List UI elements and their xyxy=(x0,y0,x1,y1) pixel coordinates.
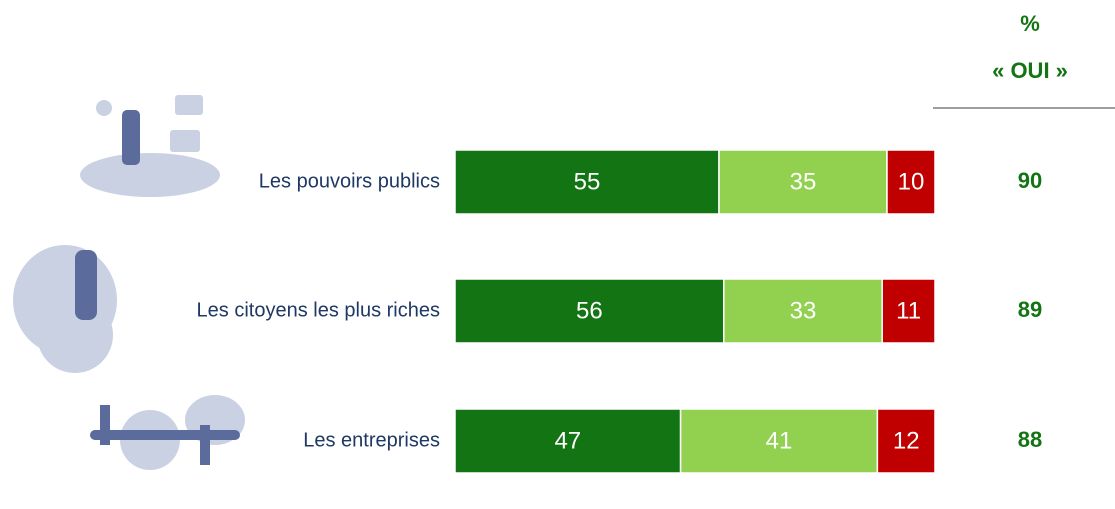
illustration xyxy=(122,110,140,165)
illustration xyxy=(90,430,240,440)
bar-segment xyxy=(718,149,888,215)
category-label: Les pouvoirs publics xyxy=(259,170,440,192)
value-label: 55 xyxy=(574,168,601,195)
category-label: Les citoyens les plus riches xyxy=(197,299,440,321)
total-label: 89 xyxy=(1018,297,1042,322)
bar-segment xyxy=(886,149,936,215)
value-label: 12 xyxy=(893,427,920,454)
illustration xyxy=(175,95,203,115)
value-label: 10 xyxy=(898,168,925,195)
illustration xyxy=(170,130,200,152)
value-label: 41 xyxy=(766,427,793,454)
totals-header: % xyxy=(1020,11,1040,36)
value-label: 11 xyxy=(896,297,921,324)
bar-segment xyxy=(454,408,682,474)
illustration xyxy=(80,153,220,197)
illustration xyxy=(75,250,97,320)
illustration xyxy=(100,405,110,445)
bar-segment xyxy=(679,408,879,474)
value-label: 47 xyxy=(554,427,581,454)
value-label: 56 xyxy=(576,297,603,324)
bar-segment xyxy=(876,408,936,474)
illustrations xyxy=(13,95,245,470)
illustration xyxy=(96,100,112,116)
value-label: 35 xyxy=(790,168,817,195)
totals-header: « OUI » xyxy=(992,58,1068,83)
value-label: 33 xyxy=(790,297,817,324)
total-label: 90 xyxy=(1018,168,1042,193)
bar-segment xyxy=(723,278,883,344)
illustration xyxy=(200,425,210,465)
category-label: Les entreprises xyxy=(303,429,440,451)
bar-segment xyxy=(881,278,936,344)
total-label: 88 xyxy=(1018,427,1042,452)
bar-segment xyxy=(454,278,725,344)
